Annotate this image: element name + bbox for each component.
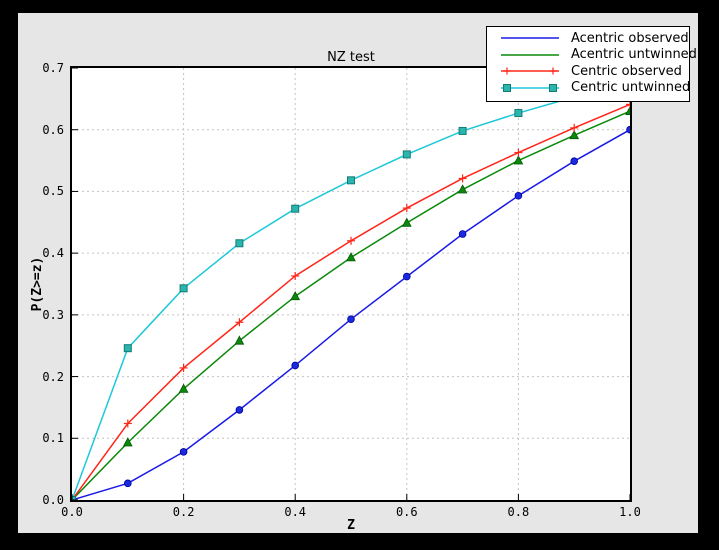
figure-canvas: NZ test P(Z>=z) Z 0.0 0.2 0.4 0.6 0.8 1.0 0.0…: [18, 13, 698, 533]
x-tick-label: 0.6: [395, 505, 418, 519]
data-point-triangle: [122, 437, 133, 447]
legend-entry: Centric untwinned: [487, 80, 691, 97]
y-tick-label: 0.0: [42, 493, 64, 507]
data-point-triangle: [401, 217, 412, 227]
data-point-circle: [570, 157, 579, 165]
legend-line-sample: [501, 67, 559, 75]
data-point-square: [123, 344, 132, 353]
data-point-square: [458, 126, 467, 135]
data-point-triangle: [457, 184, 468, 194]
legend-entry: Acentric observed: [487, 30, 689, 47]
y-tick-label: 0.4: [42, 246, 64, 261]
x-tick-label: 1.0: [619, 505, 641, 519]
y-tick-label: 0.6: [42, 122, 64, 137]
y-tick-label: 0.2: [42, 369, 64, 384]
data-point-square: [514, 109, 523, 118]
data-point-circle: [514, 191, 523, 200]
data-point-circle: [179, 448, 188, 456]
legend-entry: Acentric untwinned: [487, 47, 697, 64]
data-point-triangle: [625, 105, 630, 115]
data-point-square: [179, 284, 188, 293]
data-point-circle: [347, 315, 355, 323]
data-point-circle: [235, 406, 244, 414]
series-centric-untwinned: [72, 79, 630, 500]
data-point-triangle: [178, 383, 189, 393]
legend-line-sample: [501, 83, 559, 92]
data-point-circle: [291, 361, 300, 370]
y-tick-label: 0.3: [42, 307, 64, 322]
data-point-triangle: [569, 129, 580, 140]
legend-label: Acentric untwinned: [571, 47, 697, 63]
y-tick-label: 0.7: [42, 61, 64, 75]
y-tick-label: 0.1: [42, 431, 64, 446]
data-point-square: [347, 176, 355, 185]
legend-line-sample: [501, 54, 559, 56]
data-point-square: [72, 496, 76, 500]
y-tick-label: 0.5: [42, 184, 64, 199]
x-axis-label: Z: [347, 518, 355, 533]
data-point-square: [402, 150, 411, 159]
data-point-circle: [123, 479, 132, 488]
chart-svg: [72, 68, 630, 500]
data-point-square: [291, 204, 300, 213]
plot-area: [70, 66, 632, 502]
x-tick-label: 0.2: [172, 505, 195, 519]
legend: Acentric observed Acentric untwinned Centr…: [486, 26, 697, 102]
legend-label: Acentric observed: [571, 30, 689, 46]
series-centric-observed: [72, 100, 630, 500]
legend-entry: Centric observed: [487, 63, 689, 80]
chart-title: NZ test: [327, 50, 375, 65]
data-point-circle: [458, 230, 467, 238]
x-tick-label: 0.8: [507, 505, 530, 519]
data-point-square: [235, 239, 244, 248]
data-point-circle: [626, 125, 630, 134]
legend-label: Centric observed: [571, 63, 682, 79]
data-point-circle: [402, 272, 411, 281]
legend-label: Centric untwinned: [571, 80, 691, 96]
x-tick-label: 0.4: [284, 505, 307, 519]
data-point-triangle: [234, 335, 245, 345]
data-point-triangle: [290, 290, 301, 301]
x-tick-label: 0.0: [61, 505, 83, 519]
data-point-triangle: [346, 252, 356, 262]
legend-line-sample: [501, 37, 559, 39]
data-point-triangle: [513, 155, 524, 165]
series-acentric-untwinned: [72, 105, 630, 500]
